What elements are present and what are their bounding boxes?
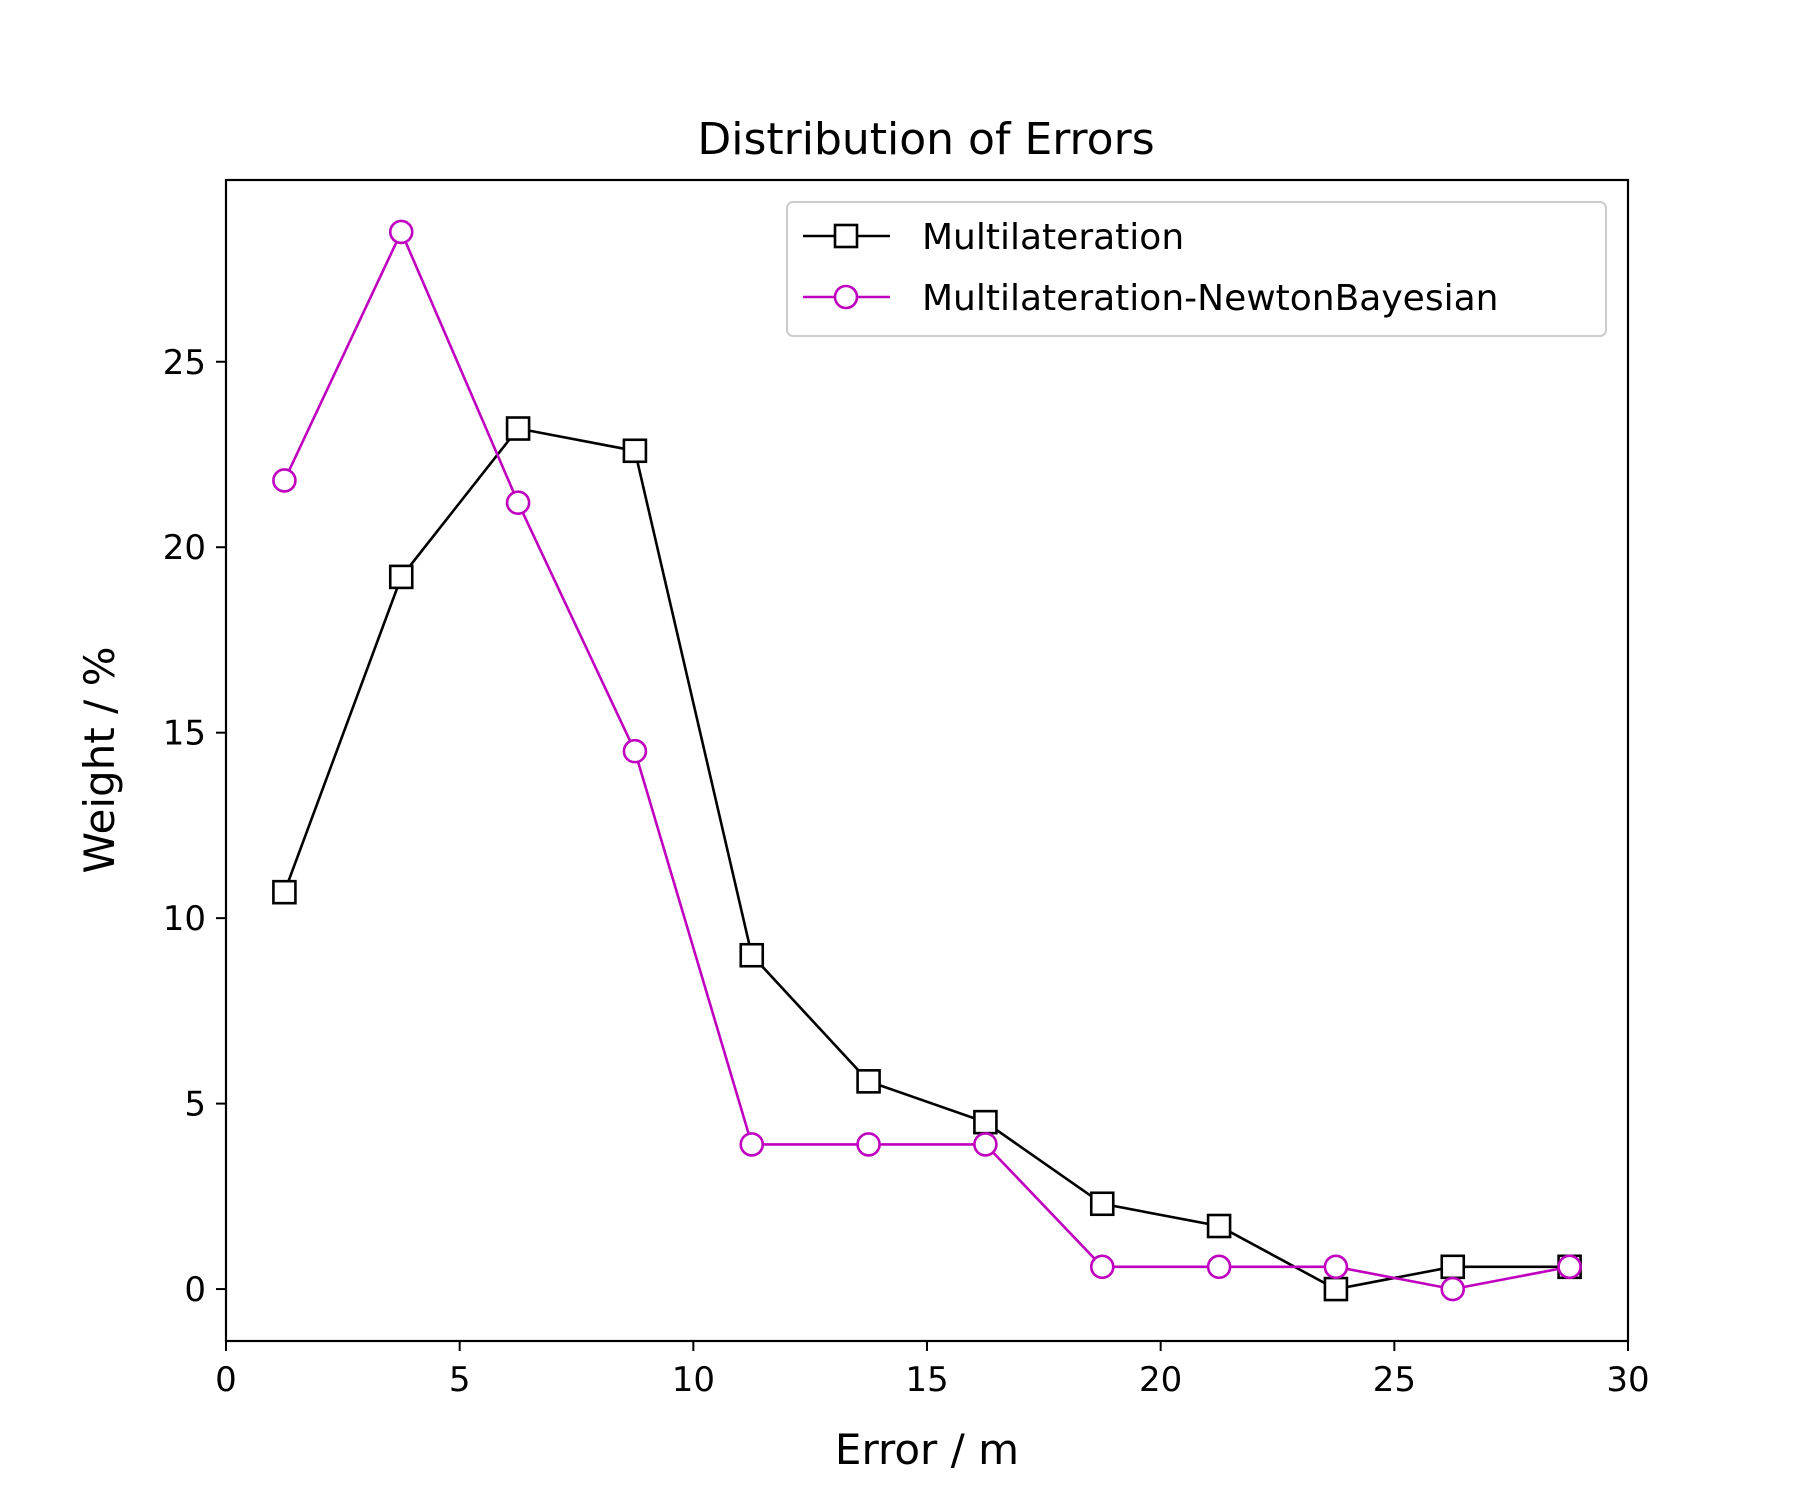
data-point-0-9: [1323, 1276, 1349, 1302]
data-point-1-8: [1206, 1254, 1232, 1280]
x-tick-label-3: 15: [905, 1360, 948, 1400]
data-point-0-0: [272, 879, 297, 905]
data-point-0-1: [388, 564, 414, 590]
y-tick-label-5: 25: [163, 343, 206, 383]
legend: Multilateration Multilateration-NewtonBay…: [786, 201, 1607, 337]
legend-label-0: Multilateration: [922, 217, 1184, 258]
y-axis: 0 5 10 15 20 25: [163, 343, 226, 1310]
data-point-1-6: [973, 1132, 998, 1157]
data-point-0-2: [505, 416, 531, 441]
y-tick-label-0: 0: [184, 1270, 206, 1310]
x-tick-label-2: 10: [672, 1360, 715, 1400]
x-axis-label: Error / m: [835, 1425, 1019, 1474]
series-line-1: [283, 228, 1570, 1291]
data-point-0-5: [856, 1069, 881, 1094]
series-1: [272, 219, 1582, 1302]
y-tick-label-1: 5: [184, 1085, 206, 1125]
data-point-0-3: [622, 438, 648, 464]
legend-label-1: Multilateration-NewtonBayesian: [922, 278, 1498, 319]
data-point-1-4: [739, 1132, 765, 1157]
y-tick-label-4: 20: [163, 528, 206, 568]
data-point-1-11: [1557, 1254, 1582, 1280]
x-tick-label-4: 20: [1139, 1360, 1182, 1400]
y-tick-label-2: 10: [163, 899, 206, 939]
data-point-0-8: [1206, 1213, 1232, 1239]
data-point-0-4: [739, 942, 765, 968]
series-layer: [272, 219, 1582, 1302]
y-axis-label: Weight / %: [75, 646, 124, 873]
legend-marker-1: [833, 284, 859, 310]
x-tick-label-0: 0: [215, 1360, 237, 1400]
data-point-1-7: [1089, 1254, 1115, 1280]
data-point-0-6: [973, 1109, 998, 1135]
series-0: [272, 416, 1582, 1302]
series-line-0: [283, 427, 1570, 1291]
data-point-1-10: [1440, 1276, 1466, 1302]
data-point-0-7: [1089, 1191, 1115, 1217]
data-point-1-0: [272, 468, 297, 493]
x-tick-label-6: 30: [1606, 1360, 1649, 1400]
y-tick-label-3: 15: [163, 714, 206, 754]
data-point-1-5: [856, 1132, 881, 1157]
data-point-1-1: [388, 219, 414, 245]
data-point-1-2: [505, 490, 531, 516]
legend-marker-0: [833, 223, 859, 249]
legend-box: [786, 201, 1607, 337]
plot-area: [224, 178, 1630, 1343]
data-point-1-3: [622, 738, 648, 764]
x-tick-label-1: 5: [449, 1360, 471, 1400]
x-axis: 0 5 10 15 20 25 30: [215, 1341, 1650, 1400]
chart-title: Distribution of Errors: [697, 114, 1154, 165]
data-point-0-10: [1440, 1254, 1466, 1280]
x-tick-label-5: 25: [1373, 1360, 1416, 1400]
data-point-1-9: [1323, 1254, 1349, 1280]
